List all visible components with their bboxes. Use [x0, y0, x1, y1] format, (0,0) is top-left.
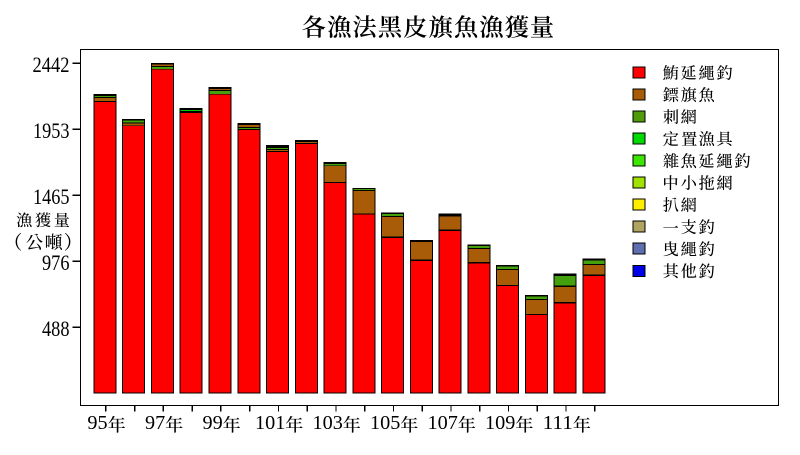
svg-text:109: 109 [485, 412, 515, 434]
svg-text:99: 99 [203, 412, 223, 434]
svg-text:105: 105 [370, 412, 400, 434]
svg-text:111: 111 [543, 412, 573, 434]
svg-text:976: 976 [42, 250, 70, 275]
svg-text:103: 103 [313, 412, 343, 434]
svg-text:101: 101 [255, 412, 285, 434]
svg-text:107: 107 [428, 412, 458, 434]
svg-text:97: 97 [145, 412, 165, 434]
svg-text:1465: 1465 [33, 184, 70, 209]
svg-text:2442: 2442 [33, 52, 70, 77]
svg-text:1953: 1953 [33, 118, 70, 143]
svg-text:95: 95 [87, 412, 107, 434]
svg-text:488: 488 [42, 316, 70, 341]
